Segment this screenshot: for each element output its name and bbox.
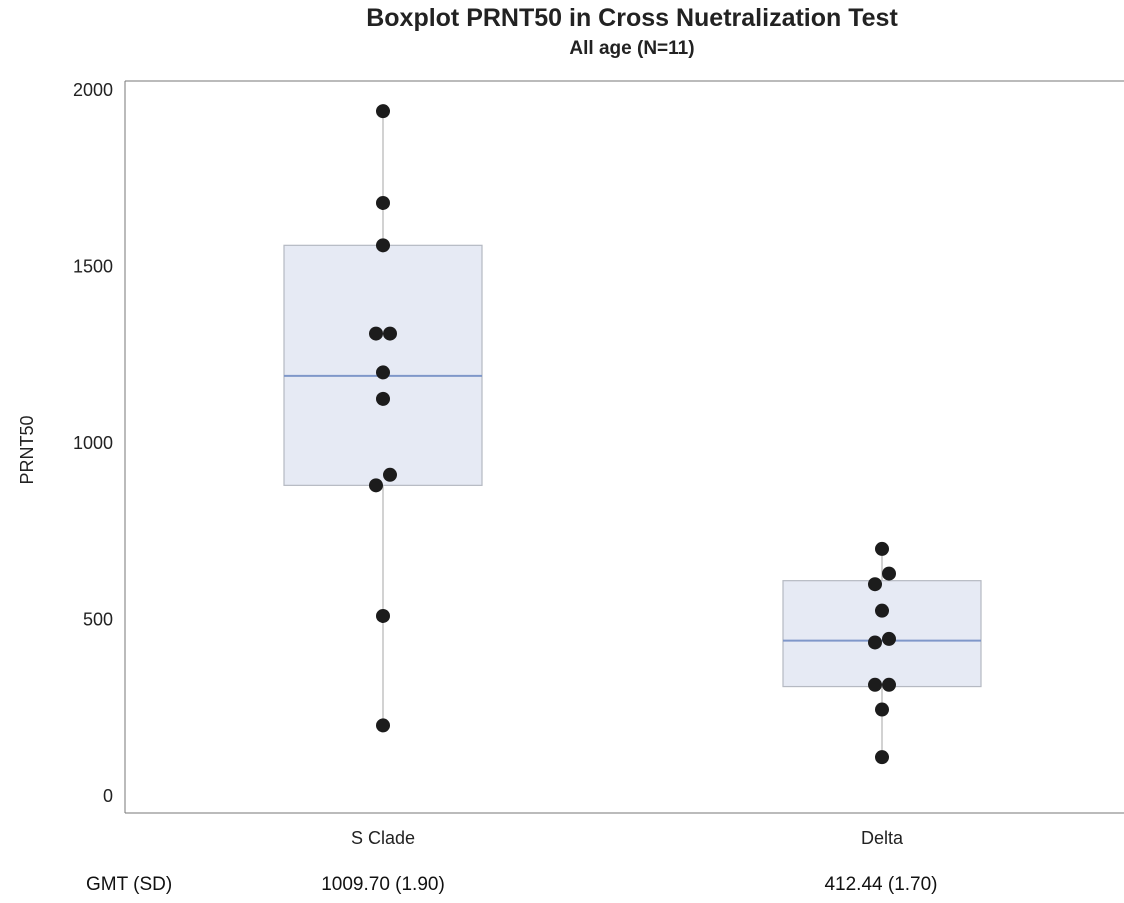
boxplot-chart: 0 500 1000 1500 2000 PRNT50 S Clade Delta xyxy=(17,80,1124,848)
data-point xyxy=(376,718,390,733)
data-point xyxy=(369,478,383,493)
data-point xyxy=(875,750,889,765)
plot-frame xyxy=(124,80,1124,814)
data-point xyxy=(369,326,383,341)
data-point xyxy=(376,238,390,253)
y-tick-label: 0 xyxy=(103,786,113,806)
gmt-value-delta: 412.44 (1.70) xyxy=(824,874,938,895)
gmt-row-label: GMT (SD) xyxy=(86,874,173,895)
data-point xyxy=(376,391,390,406)
y-tick-label: 2000 xyxy=(73,80,113,100)
y-axis-ticks: 0 500 1000 1500 2000 xyxy=(73,80,113,806)
gmt-value-s-clade: 1009.70 (1.90) xyxy=(321,874,445,895)
data-point xyxy=(383,467,397,482)
x-tick-label: S Clade xyxy=(351,828,415,848)
data-point xyxy=(868,577,882,592)
box-group xyxy=(283,104,483,733)
data-point xyxy=(868,677,882,692)
box-iqr xyxy=(283,244,483,486)
data-point xyxy=(376,195,390,210)
data-point xyxy=(882,677,896,692)
data-point xyxy=(376,365,390,380)
data-point xyxy=(376,608,390,623)
data-point xyxy=(376,104,390,119)
data-point xyxy=(882,566,896,581)
x-tick-label: Delta xyxy=(861,828,904,848)
data-point xyxy=(882,631,896,646)
box-iqr xyxy=(782,580,982,688)
chart-subtitle: All age (N=11) xyxy=(569,38,695,59)
box-group xyxy=(782,541,982,765)
data-point xyxy=(875,541,889,556)
y-tick-label: 500 xyxy=(83,610,113,630)
data-point xyxy=(875,702,889,717)
boxes-layer xyxy=(283,104,982,765)
data-point xyxy=(875,603,889,618)
data-point xyxy=(383,326,397,341)
x-axis-ticks: S Clade Delta xyxy=(351,828,904,848)
data-point xyxy=(868,635,882,650)
y-tick-label: 1000 xyxy=(73,433,113,453)
chart-title: Boxplot PRNT50 in Cross Nuetralization T… xyxy=(366,4,898,32)
y-axis-label: PRNT50 xyxy=(17,415,37,484)
y-tick-label: 1500 xyxy=(73,257,113,277)
